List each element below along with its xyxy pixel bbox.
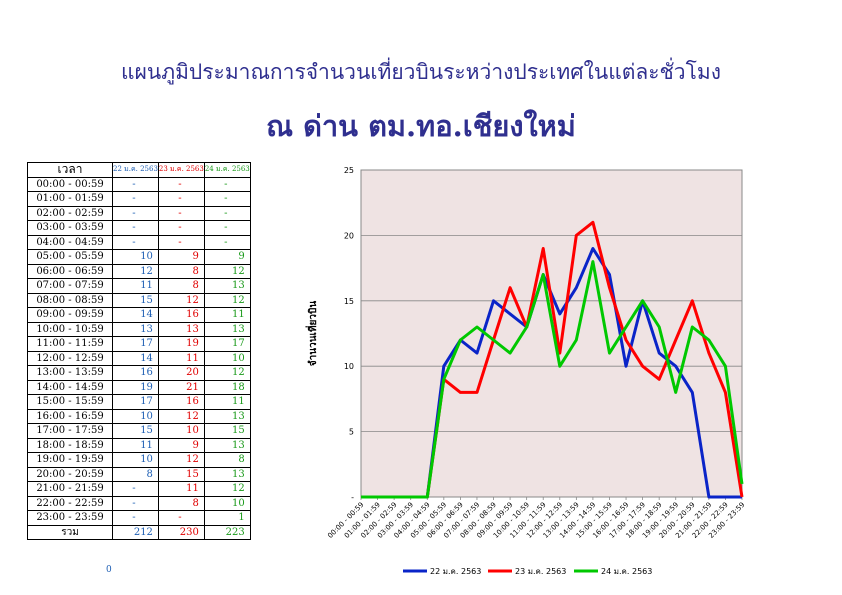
y-tick-label: 10 (344, 362, 354, 371)
value-cell: - (157, 220, 205, 236)
total-cell: 223 (203, 524, 251, 540)
table-row: 09:00 - 09:59 14 16 11 (27, 307, 251, 323)
table-row: 00:00 - 00:59- - - (27, 176, 251, 192)
time-cell: 02:00 - 02:59 (27, 205, 113, 221)
table-row: 20:00 - 20:59 8 15 13 (27, 466, 251, 482)
table-row: 19:00 - 19:59 10 12 8 (27, 452, 251, 468)
table-row: 06:00 - 06:59 12 8 12 (27, 263, 251, 279)
value-cell: - (157, 176, 205, 192)
table-row: 12:00 - 12:59 14 11 10 (27, 350, 251, 366)
value-cell: - (203, 191, 251, 207)
table-row: 02:00 - 02:59- - - (27, 205, 251, 221)
legend-label-2: 23 ม.ค. 2563 (515, 567, 566, 576)
table-row: 01:00 - 01:59- - - (27, 191, 251, 207)
flight-table: เวลา 22 ม.ค. 2563 23 ม.ค. 2563 24 ม.ค. 2… (27, 162, 251, 540)
value-cell: - (203, 205, 251, 221)
table-row: 04:00 - 04:59- - - (27, 234, 251, 250)
time-cell: 03:00 - 03:59 (27, 220, 113, 236)
table-header-row: เวลา 22 ม.ค. 2563 23 ม.ค. 2563 24 ม.ค. 2… (27, 162, 251, 178)
table-row: 15:00 - 15:59 17 16 11 (27, 394, 251, 410)
y-tick-label: 25 (344, 166, 354, 175)
legend-label-1: 22 ม.ค. 2563 (430, 567, 481, 576)
value-cell: - (203, 234, 251, 250)
value-cell: 12 (203, 292, 251, 308)
time-cell: 09:00 - 09:59 (27, 307, 113, 323)
time-cell: 01:00 - 01:59 (27, 191, 113, 207)
header-time: เวลา (27, 162, 113, 178)
plot-area (360, 169, 743, 498)
footnote: 0 (106, 565, 112, 575)
total-cell: 212 (112, 524, 159, 540)
y-tick-label: 5 (349, 428, 354, 437)
header-date-3: 24 ม.ค. 2563 (203, 162, 251, 178)
time-cell: 00:00 - 00:59 (27, 176, 113, 192)
legend-label-3: 24 ม.ค. 2563 (601, 567, 652, 576)
time-cell: 04:00 - 04:59 (27, 234, 113, 250)
chart-title: แผนภูมิประมาณการจำนวนเที่ยวบินระหว่างประ… (121, 60, 721, 84)
table-row: 18:00 - 18:59 11 9 13 (27, 437, 251, 453)
value-cell: - (203, 176, 251, 192)
total-row: รวม 212 230 223 (27, 524, 251, 540)
table-row: 16:00 - 16:59 10 12 13 (27, 408, 251, 424)
value-cell: - (157, 234, 205, 250)
y-tick-label: 15 (344, 297, 354, 306)
y-axis-label: จำนวนเที่ยวบิน (305, 301, 319, 367)
chart-subtitle: ณ ด่าน ตม.ทอ.เชียงใหม่ (266, 109, 576, 143)
value-cell: - (112, 205, 159, 221)
table-row: 03:00 - 03:59- - - (27, 220, 251, 236)
y-tick-label: 20 (344, 231, 354, 240)
table-row: 23:00 - 23:59- -1 (27, 510, 251, 526)
table-row: 07:00 - 07:59 11 8 13 (27, 278, 251, 294)
series-line-3 (361, 260, 744, 499)
total-label: รวม (27, 524, 113, 540)
table-row: 17:00 - 17:59 15 10 15 (27, 423, 251, 439)
value-cell: - (203, 220, 251, 236)
y-tick-label: - (351, 493, 354, 502)
